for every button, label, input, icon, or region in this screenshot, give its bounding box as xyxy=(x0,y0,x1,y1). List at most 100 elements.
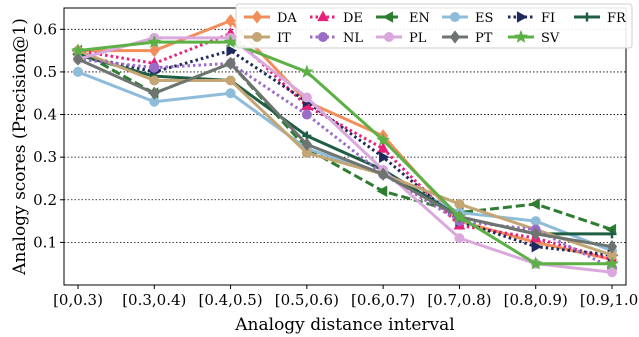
data-point-pt xyxy=(149,86,160,100)
legend-entry-da: DA xyxy=(244,10,297,26)
x-axis-label: Analogy distance interval xyxy=(234,315,454,335)
x-tick-label: [0.4,0.5) xyxy=(198,291,262,309)
legend-marker-sv xyxy=(514,29,528,43)
data-point-nl xyxy=(301,109,312,120)
data-point-sv xyxy=(452,209,467,223)
legend-label-fr: FR xyxy=(607,11,627,26)
data-point-de xyxy=(377,142,389,153)
data-point-nl xyxy=(149,62,160,73)
x-tick-label: [0.3,0.4) xyxy=(122,291,186,309)
data-point-es xyxy=(530,216,541,227)
data-point-da xyxy=(149,43,160,58)
data-point-pl xyxy=(607,267,617,278)
legend-label-en: EN xyxy=(409,11,430,26)
legend-marker-da xyxy=(251,10,263,24)
x-tick-label: [0.5,0.6) xyxy=(275,291,339,309)
y-tick-label: 0.6 xyxy=(33,20,57,38)
x-tick-label: [0.7,0.8) xyxy=(427,291,491,309)
data-point-fi xyxy=(379,151,390,163)
data-point-es xyxy=(73,66,83,77)
data-point-fi xyxy=(531,240,543,253)
data-point-it xyxy=(149,75,160,86)
x-tick-label: [0,0.3) xyxy=(53,291,103,309)
data-point-sv xyxy=(223,34,238,48)
legend-marker-en xyxy=(382,11,394,23)
legend-entry-sv: SV xyxy=(508,29,560,46)
legend-label-es: ES xyxy=(475,11,493,26)
legend-entry-de: DE xyxy=(310,10,363,26)
y-tick-label: 0.5 xyxy=(33,63,57,81)
y-tick-label: 0.2 xyxy=(33,191,57,209)
legend-marker-it xyxy=(252,32,262,42)
data-point-sv xyxy=(299,64,314,78)
data-point-it xyxy=(454,199,465,210)
data-point-pt xyxy=(301,137,312,152)
series-line-it xyxy=(77,49,613,257)
data-point-pt xyxy=(530,227,541,241)
data-point-pt xyxy=(72,52,84,66)
series-line-pt xyxy=(77,57,613,249)
legend-marker-fr xyxy=(582,12,592,22)
data-point-pl xyxy=(454,233,465,244)
legend-marker-pt xyxy=(449,30,461,44)
legend-entry-en: EN xyxy=(376,11,430,26)
legend-label-fi: FI xyxy=(541,11,555,26)
data-point-sv xyxy=(528,256,543,270)
legend-label-nl: NL xyxy=(343,31,363,46)
legend-marker-pl xyxy=(384,32,394,42)
data-point-pl xyxy=(301,92,312,103)
legend-label-da: DA xyxy=(277,11,297,26)
data-point-sv xyxy=(605,256,619,270)
y-axis-ticks: 0.1 0.2 0.3 0.4 0.5 0.6 xyxy=(33,20,64,251)
series-line-da xyxy=(78,19,613,261)
series-line-pl xyxy=(77,36,613,274)
series-line-nl xyxy=(77,57,613,270)
y-tick-label: 0.3 xyxy=(33,148,57,166)
x-tick-label: [0.8,0.9) xyxy=(504,291,568,309)
data-point-da xyxy=(225,14,236,28)
series-sv xyxy=(71,34,619,270)
legend-marker-fi xyxy=(516,11,528,23)
data-point-pt xyxy=(378,167,389,181)
legend-entry-it: IT xyxy=(244,31,291,46)
data-point-fr xyxy=(607,229,617,239)
data-point-es xyxy=(225,88,236,99)
legend-marker-nl xyxy=(318,32,328,42)
legend-entry-pt: PT xyxy=(442,30,493,46)
series-line-de xyxy=(77,32,613,261)
legend-label-de: DE xyxy=(343,11,363,26)
legend-label-pt: PT xyxy=(475,31,493,46)
x-tick-label: [0.9,1.0] xyxy=(580,291,639,309)
legend-marker-de xyxy=(317,10,329,22)
legend-marker-es xyxy=(450,12,460,22)
x-axis-ticks: [0,0.3) [0.3,0.4) [0.4,0.5) [0.5,0.6) [0.6,0… xyxy=(53,285,639,309)
y-tick-label: 0.4 xyxy=(33,106,57,124)
legend-entry-fi: FI xyxy=(508,11,555,26)
legend-entry-pl: PL xyxy=(376,31,427,46)
series-line-sv xyxy=(77,40,612,266)
x-tick-label: [0.6,0.7) xyxy=(351,291,415,309)
data-point-pt xyxy=(606,239,618,254)
data-point-sv xyxy=(147,34,162,48)
series-pt xyxy=(72,52,618,254)
data-point-en xyxy=(376,185,388,198)
y-axis-label: Analogy scores (Precision@1) xyxy=(10,18,30,276)
series-line-es xyxy=(77,70,613,253)
data-point-it xyxy=(225,75,236,86)
legend-entry-nl: NL xyxy=(310,31,363,46)
data-point-en xyxy=(529,198,540,210)
series-layer xyxy=(71,14,619,278)
legend: DA DE EN ES FI FR IT NL PL PT SV xyxy=(235,3,633,49)
legend-label-pl: PL xyxy=(409,31,427,46)
data-point-sv xyxy=(376,132,391,146)
data-point-fi xyxy=(226,44,238,57)
y-tick-label: 0.1 xyxy=(33,233,57,251)
legend-entry-es: ES xyxy=(442,11,493,26)
data-point-pt xyxy=(225,56,236,71)
data-point-sv xyxy=(71,43,85,57)
legend-entry-fr: FR xyxy=(574,11,627,26)
grid-lines xyxy=(64,28,626,243)
legend-label-sv: SV xyxy=(541,31,560,46)
